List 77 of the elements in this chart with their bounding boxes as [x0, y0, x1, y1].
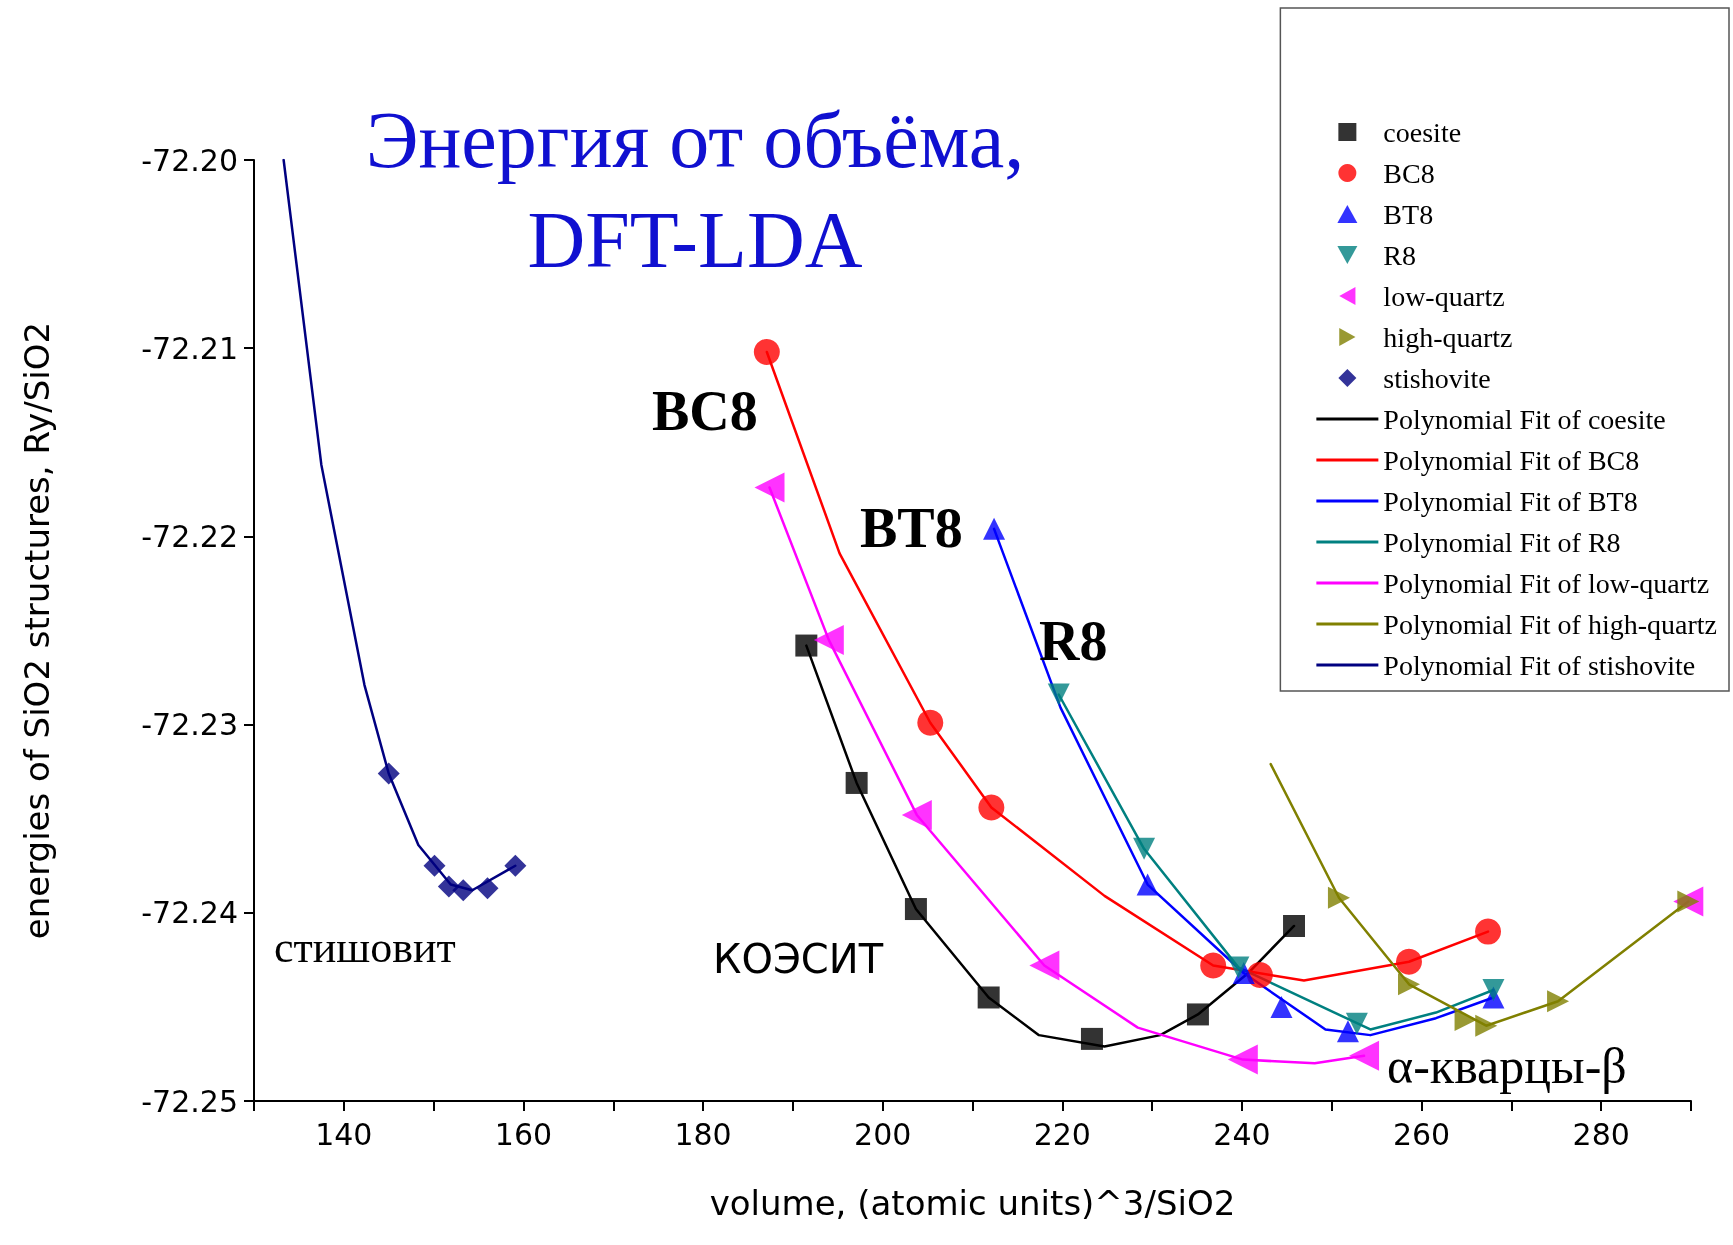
point — [978, 794, 1005, 821]
annotation: α-кварцы-β — [1387, 1038, 1627, 1094]
annotation: BC8 — [652, 380, 758, 442]
legend-label: Polynomial Fit of BT8 — [1383, 485, 1638, 517]
point — [977, 986, 1000, 1009]
legend-label: high-quartz — [1383, 321, 1513, 353]
point — [753, 338, 780, 365]
x-tick-label: 200 — [854, 1116, 912, 1152]
legend-label: Polynomial Fit of stishovite — [1383, 649, 1696, 681]
point — [1396, 948, 1422, 975]
point — [983, 517, 1006, 540]
x-tick-label: 240 — [1213, 1116, 1271, 1152]
point — [1349, 1040, 1380, 1071]
point — [1482, 978, 1505, 1001]
annotation: R8 — [1039, 610, 1108, 672]
point — [1547, 990, 1570, 1013]
y-tick-label: -72.22 — [141, 518, 238, 554]
legend-label: BC8 — [1383, 157, 1435, 189]
y-tick-label: -72.23 — [141, 707, 238, 743]
legend-label: Polynomial Fit of coesite — [1383, 403, 1666, 435]
point — [845, 771, 868, 794]
legend-label: low-quartz — [1383, 280, 1505, 312]
point — [813, 624, 844, 655]
point — [1397, 973, 1420, 996]
point — [1029, 950, 1060, 981]
point — [1136, 873, 1159, 896]
y-axis-title: energies of SiO2 structures, Ry/SiO2 — [17, 321, 57, 940]
point — [1345, 1012, 1368, 1035]
point — [1200, 952, 1227, 979]
x-tick-label: 280 — [1572, 1116, 1630, 1152]
point — [1080, 1027, 1103, 1050]
y-tick-label: -72.20 — [141, 142, 238, 178]
point — [437, 875, 460, 898]
y-tick-label: -72.21 — [141, 330, 238, 366]
legend-label: Polynomial Fit of low-quartz — [1383, 567, 1710, 599]
annotation: КОЭСИТ — [713, 936, 884, 982]
point — [917, 709, 944, 736]
legend-label: stishovite — [1383, 362, 1491, 394]
point — [1047, 683, 1070, 706]
point — [1283, 914, 1306, 937]
x-tick-label: 160 — [494, 1116, 553, 1152]
point — [1133, 837, 1156, 860]
y-tick-label: -72.25 — [141, 1083, 238, 1119]
point — [423, 854, 446, 877]
annotation: стишовит — [274, 922, 456, 972]
legend-label: BT8 — [1383, 198, 1434, 230]
annotation: BT8 — [860, 497, 963, 559]
point — [452, 879, 475, 902]
legend-label: R8 — [1383, 239, 1417, 271]
legend-label: Polynomial Fit of high-quartz — [1383, 608, 1718, 640]
legend-label: Polynomial Fit of BC8 — [1383, 444, 1640, 476]
point — [1246, 961, 1273, 988]
point — [1227, 1044, 1258, 1075]
point — [504, 854, 527, 877]
point — [1327, 886, 1350, 909]
legend-label: Polynomial Fit of R8 — [1383, 526, 1621, 558]
point — [476, 877, 499, 900]
point — [1475, 918, 1502, 945]
point — [754, 472, 785, 503]
x-tick-label: 260 — [1392, 1116, 1451, 1152]
point — [1454, 1009, 1477, 1032]
y-tick-label: -72.24 — [141, 895, 238, 931]
x-tick-label: 180 — [674, 1116, 732, 1152]
point — [1475, 1014, 1498, 1037]
x-axis-title: volume, (atomic units)^3/SiO2 — [709, 1183, 1236, 1223]
point — [795, 634, 818, 657]
legend-label: coesite — [1383, 116, 1462, 148]
point — [904, 898, 927, 921]
chart-title: Энергия от объёма, DFT-LDA — [365, 96, 1025, 284]
point — [1270, 995, 1293, 1018]
x-tick-label: 140 — [315, 1116, 373, 1152]
point — [1227, 956, 1250, 979]
x-tick-label: 220 — [1033, 1116, 1091, 1152]
point — [901, 799, 932, 830]
point — [1186, 1003, 1209, 1026]
point — [377, 762, 400, 785]
point — [1336, 1020, 1359, 1043]
